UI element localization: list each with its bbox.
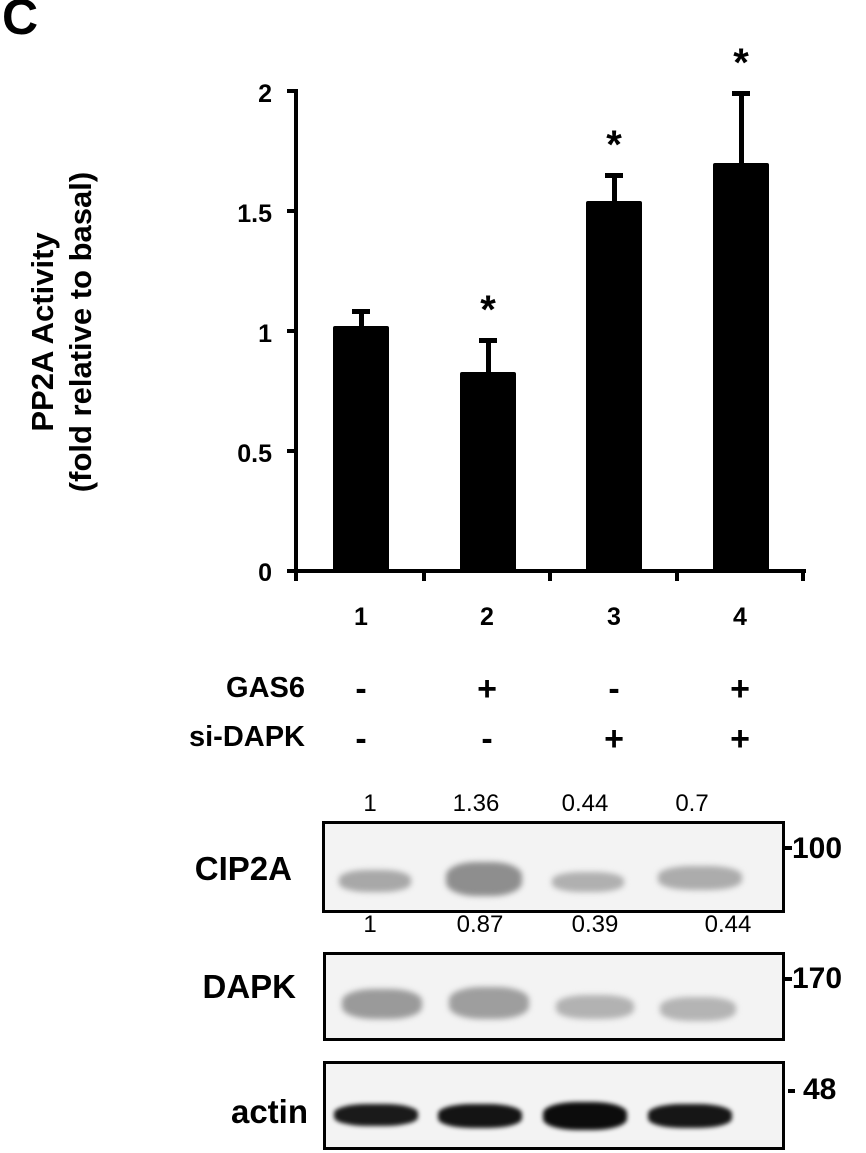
x-tick (801, 571, 805, 581)
error-bar (358, 309, 364, 329)
mw-marker-tick (788, 1089, 795, 1093)
y-axis (294, 89, 298, 575)
blot-label-actin: actin (230, 1093, 308, 1130)
x-tick (548, 571, 552, 581)
blot-label-dapk: DAPK (202, 968, 296, 1005)
error-bar-cap (732, 91, 750, 96)
error-bar (611, 172, 617, 204)
x-tick (294, 571, 298, 581)
quant-value: 1 (363, 790, 377, 817)
mw-marker-48: 48 (803, 1073, 837, 1106)
quant-value: 0.7 (675, 790, 709, 817)
significance-asterisk: * (480, 288, 496, 333)
x-tick-label: 2 (480, 603, 494, 631)
western-blot-dapk (323, 952, 785, 1041)
condition-sign: + (604, 720, 624, 758)
x-tick-label: 3 (607, 603, 621, 631)
condition-label-si-dapk: si-DAPK (188, 721, 305, 753)
quant-value: 0.39 (571, 911, 619, 938)
error-bar (738, 91, 744, 165)
x-tick (675, 571, 679, 581)
blot-label-cip2a: CIP2A (194, 850, 292, 887)
quant-value: 1.36 (452, 790, 500, 817)
mw-marker-170: 170 (792, 962, 843, 995)
y-axis-label: PP2A Activity (fold relative to basal) (24, 92, 144, 572)
condition-sign: - (355, 670, 367, 708)
error-bar-cap (479, 338, 497, 344)
quant-value: 1 (363, 911, 377, 938)
y-tick-label: 0.5 (237, 440, 272, 468)
bar-1 (333, 326, 389, 571)
y-tick (287, 209, 296, 213)
y-tick-label: 0 (258, 559, 272, 587)
western-blot-cip2a (322, 821, 785, 913)
y-tick (287, 329, 296, 333)
y-tick-label: 2 (258, 80, 272, 108)
western-blot-actin (323, 1061, 785, 1150)
condition-sign: + (477, 670, 497, 708)
quant-value: 0.87 (456, 911, 504, 938)
error-bar (485, 338, 491, 374)
y-axis-label-line-1: PP2A Activity (25, 232, 60, 432)
bar-3 (586, 201, 642, 571)
condition-sign: - (608, 670, 620, 708)
significance-asterisk: * (733, 41, 749, 85)
panel-label: C (2, 0, 39, 45)
y-axis-label-line-2: (fold relative to basal) (63, 171, 98, 493)
y-tick (287, 89, 296, 93)
condition-label-gas6: GAS6 (226, 672, 305, 704)
condition-sign: - (355, 720, 367, 758)
error-bar-cap (352, 309, 370, 315)
x-tick-label: 1 (354, 603, 368, 631)
bar-4 (713, 163, 769, 571)
quant-value: 0.44 (704, 911, 752, 938)
bar-2 (460, 371, 516, 571)
x-tick-label: 4 (733, 603, 747, 631)
quant-value: 0.44 (561, 790, 609, 817)
y-tick (287, 569, 296, 573)
mw-marker-tick (785, 846, 792, 850)
y-tick (287, 449, 296, 453)
y-tick-label: 1 (258, 320, 272, 348)
condition-sign: - (481, 720, 493, 758)
error-bar-cap (605, 172, 623, 178)
x-tick (422, 571, 426, 581)
mw-marker-tick (785, 977, 792, 981)
significance-asterisk: * (606, 122, 622, 167)
condition-sign: + (730, 670, 750, 708)
y-tick-label: 1.5 (237, 200, 272, 228)
condition-sign: + (730, 720, 750, 758)
mw-marker-100: 100 (792, 832, 843, 865)
